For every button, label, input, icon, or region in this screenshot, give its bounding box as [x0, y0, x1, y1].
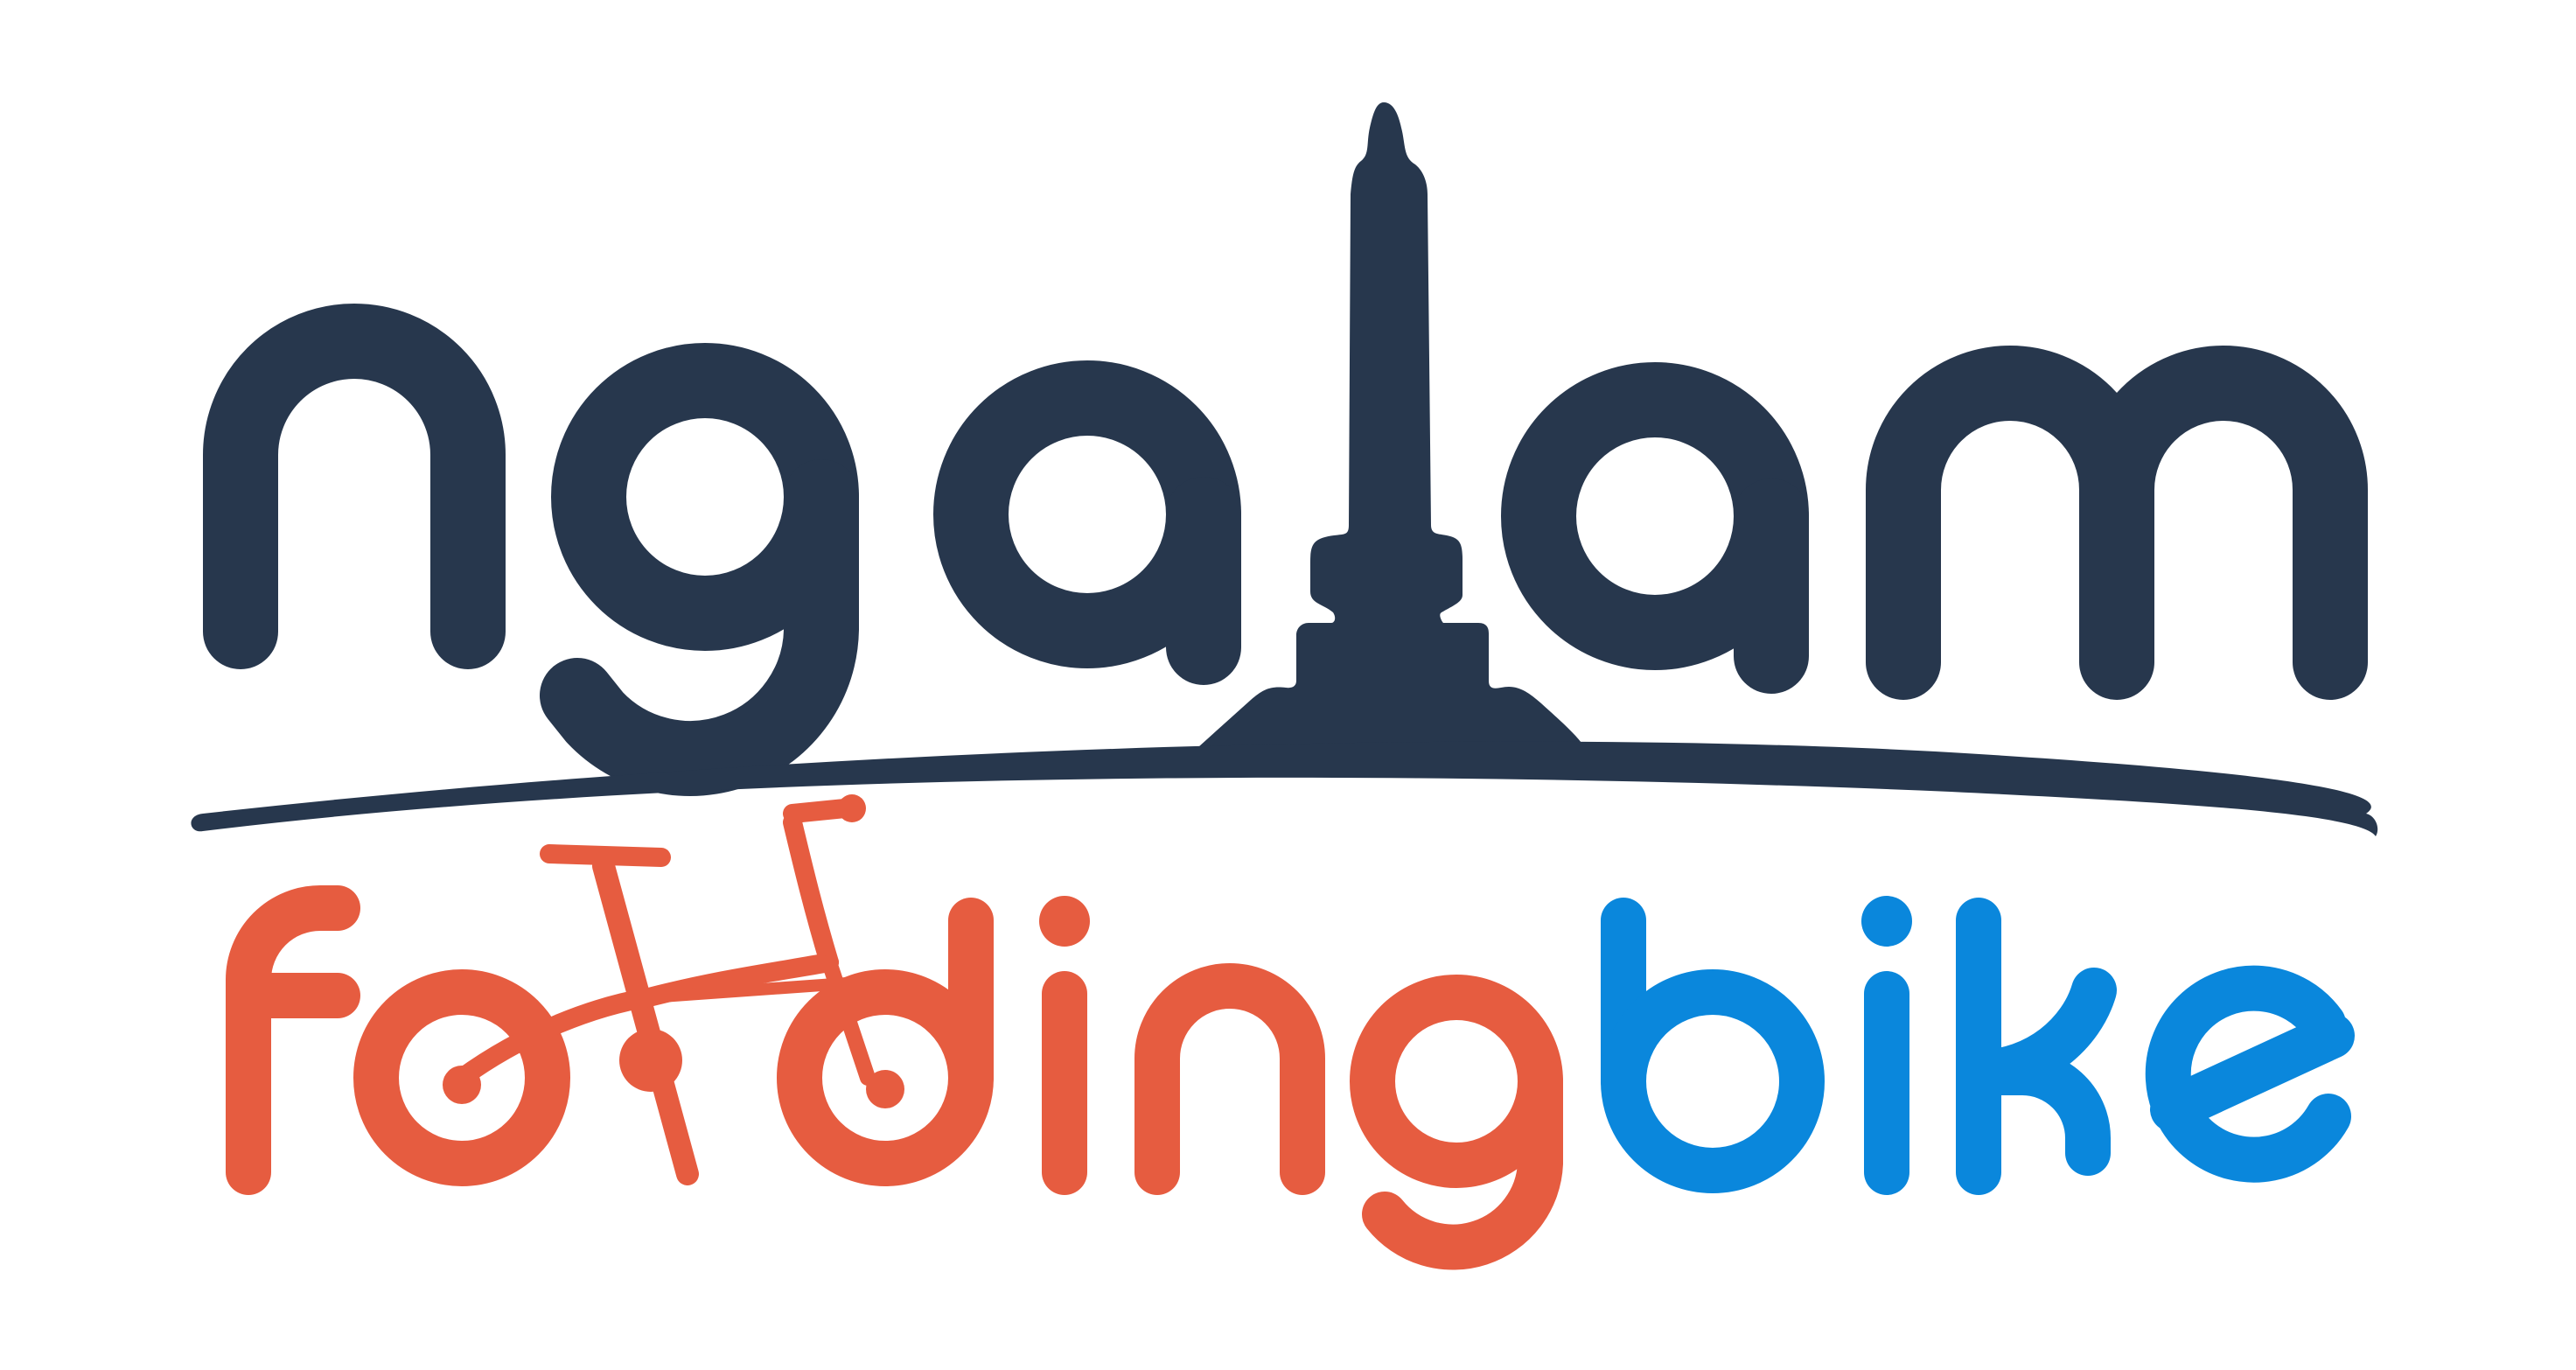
horizon-swoosh [191, 741, 2378, 836]
letter-i2-dot [1861, 896, 1912, 947]
bicycle-front-hub [866, 1070, 904, 1108]
letter-g-stem [540, 459, 859, 796]
letter-n2 [1134, 963, 1325, 1195]
letter-m [1866, 346, 2368, 700]
bicycle-crank [619, 1029, 682, 1092]
letter-f [226, 885, 360, 1195]
letter-o1-wheel [353, 969, 570, 1186]
bicycle-rear-hub [443, 1066, 481, 1104]
letter-g2-bowl [1350, 975, 1563, 1188]
wordmark-bike [1601, 898, 2355, 1195]
bicycle-bell [838, 794, 866, 822]
letter-g2-stem [1362, 1059, 1563, 1270]
letter-n [203, 304, 506, 669]
letter-e [2145, 965, 2355, 1183]
tugu-monument-icon [1198, 102, 1585, 747]
letter-i1-dot [1039, 896, 1090, 947]
letter-b-bowl [1601, 969, 1825, 1193]
wordmark-folding [226, 885, 1563, 1270]
letter-k [1956, 898, 2117, 1195]
wordmark-ngalam [203, 304, 2368, 796]
folding-bicycle-icon [452, 799, 876, 1185]
